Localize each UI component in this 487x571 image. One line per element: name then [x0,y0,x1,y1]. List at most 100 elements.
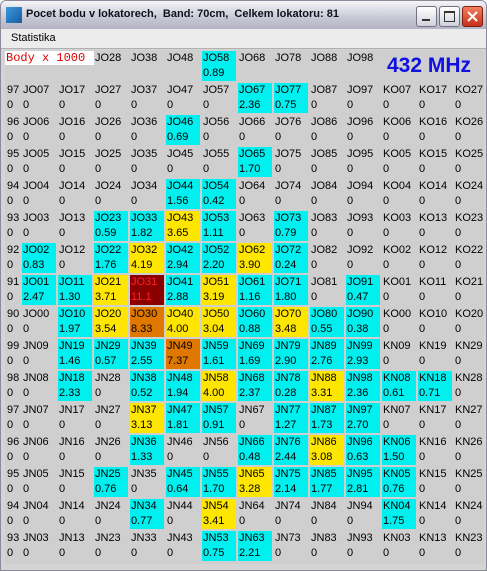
locator-value: 0 [347,259,354,271]
grid-cell: JO33 1.82 [129,210,165,242]
locator-value: 1.73 [311,419,333,431]
grid-cell: JO01 2.47 [21,274,57,306]
grid-cell: JN07 0 [21,402,57,434]
locator-label: 95 [7,148,20,160]
grid-cell: JN95 2.81 [345,466,381,498]
locator-label: JN34 [131,500,157,512]
locator-value: 0 [383,547,390,559]
grid-cell: JO48 [165,50,201,82]
cell-highlight [346,371,380,401]
locator-label: JO52 [203,244,230,256]
grid-cell: JN78 0.28 [273,370,309,402]
cell-highlight [346,403,380,433]
locator-label: JO73 [275,212,302,224]
grid-cell: JO02 0.83 [21,242,57,274]
locator-value: 7.37 [167,355,189,367]
locator-value: 0 [203,163,210,175]
cell-highlight [274,371,308,401]
grid-cell: JN74 0 [273,498,309,530]
grid-cell: JN79 2.90 [273,338,309,370]
grid-cell: JO35 0 [129,146,165,178]
grid-cell: JN58 4.00 [201,370,237,402]
locator-label: JN55 [203,468,229,480]
grid-cell: 94 0 [5,178,21,210]
locator-label: KN17 [419,404,447,416]
locator-value: 2.76 [311,355,333,367]
locator-value: 0 [7,259,14,271]
locator-label: JO01 [23,276,50,288]
grid-cell: JN59 1.61 [201,338,237,370]
grid-cell: JO71 1.80 [273,274,309,306]
locator-value: 8.33 [131,323,153,335]
grid-cell: JN77 1.27 [273,402,309,434]
locator-value: 0 [7,291,14,303]
band-label: 432 MHz [387,54,472,77]
locator-value: 3.04 [203,323,225,335]
locator-value: 0.75 [203,547,225,559]
locator-label: JO10 [59,308,86,320]
cell-highlight [166,179,200,209]
grid-cell: JO83 0 [309,210,345,242]
grid-cell: JO67 2.36 [237,82,273,114]
locator-label: KO03 [383,212,412,224]
menu-item[interactable]: Statistika [11,32,56,44]
locator-value: 0 [455,547,462,559]
cell-highlight [202,371,236,401]
grid-cell: JN88 3.31 [309,370,345,402]
locator-label: JN76 [275,436,301,448]
locator-value: 0.59 [95,227,117,239]
locator-value: 0 [419,131,426,143]
cell-highlight [382,371,416,401]
locator-value: 0 [455,387,462,399]
grid-cell: JN55 1.70 [201,466,237,498]
locator-label: JN58 [203,372,229,384]
locator-label: JN83 [311,532,337,544]
locator-value: 0 [7,547,14,559]
locator-label: JN77 [275,404,301,416]
grid-cell: JN25 0.76 [93,466,129,498]
locator-label: JN53 [203,532,229,544]
minimize-button[interactable] [416,6,437,27]
locator-label: JO53 [203,212,230,224]
grid-cell: 98 0 [5,370,21,402]
locator-value: 0 [59,163,66,175]
grid-cell: JO05 0 [21,146,57,178]
cell-highlight [166,243,200,273]
grid-cell: JO56 0 [201,114,237,146]
locator-label: KN15 [419,468,447,480]
grid-cell: JN29 0.57 [93,338,129,370]
close-button[interactable] [462,6,483,27]
locator-label: JN14 [59,500,85,512]
locator-value: 0 [455,323,462,335]
cell-highlight [274,403,308,433]
locator-value: 0.77 [131,515,153,527]
grid-cell: JO76 0 [273,114,309,146]
grid-cell: JO06 0 [21,114,57,146]
locator-label: KN09 [383,340,411,352]
locator-value: 2.94 [167,259,189,271]
menu-bar: Statistika [1,29,486,49]
grid-cell: JO30 8.33 [129,306,165,338]
locator-label: JO14 [59,180,86,192]
locator-value: 0 [311,163,318,175]
locator-value: 0 [23,131,30,143]
locator-value: 0 [311,259,318,271]
locator-value: 0 [23,163,30,175]
locator-label: KO11 [419,276,447,288]
locator-value: 0.28 [275,387,297,399]
locator-label: JO78 [275,52,302,64]
grid-cell: JN76 2.44 [273,434,309,466]
grid-cell: JO73 0.79 [273,210,309,242]
locator-value: 0 [347,227,354,239]
locator-value: 1.94 [167,387,189,399]
maximize-button[interactable] [439,6,460,27]
cell-highlight [94,211,128,241]
locator-label: JN59 [203,340,229,352]
grid-cell: JN64 0 [237,498,273,530]
grid-cell: JO91 0.47 [345,274,381,306]
locator-value: 0 [455,419,462,431]
locator-value: 0 [7,355,14,367]
locator-value: 0.69 [167,131,189,143]
locator-label: JN73 [275,532,301,544]
locator-value: 0 [59,451,66,463]
